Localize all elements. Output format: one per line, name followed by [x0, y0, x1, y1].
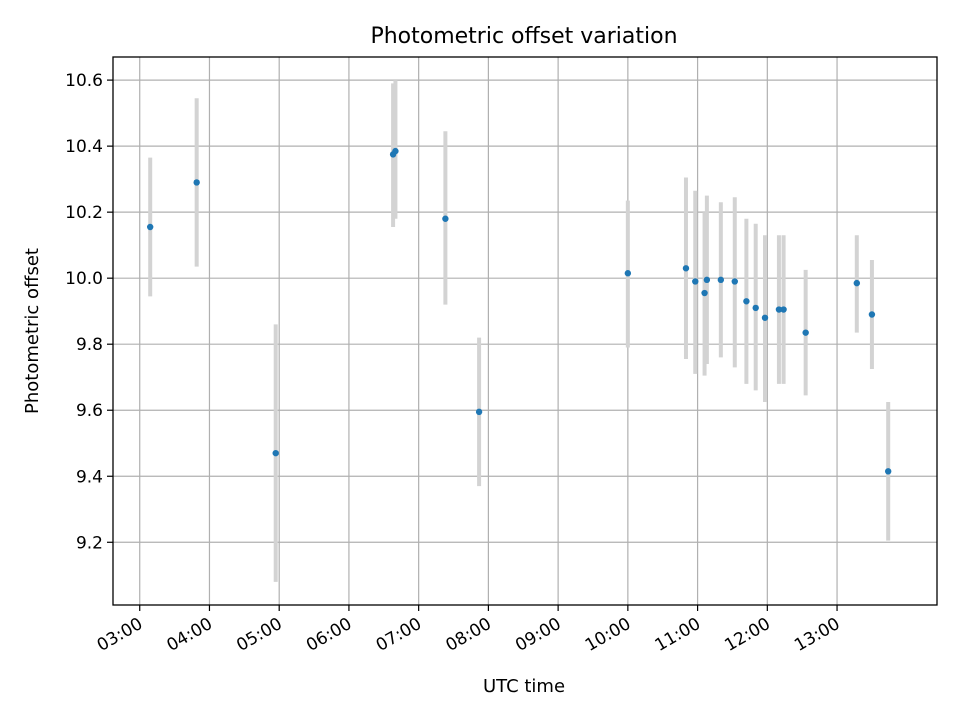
data-point [682, 265, 690, 272]
data-point [731, 278, 738, 285]
chart-title: Photometric offset variation [370, 24, 677, 49]
data-points [146, 147, 892, 475]
data-point [884, 468, 892, 475]
data-point [475, 408, 483, 416]
y-tick-label: 10.0 [65, 269, 103, 289]
y-tick-label: 10.4 [65, 137, 103, 157]
data-point [272, 449, 279, 457]
grid [113, 57, 937, 605]
data-point [761, 314, 769, 321]
data-point [146, 223, 154, 231]
y-tick-label: 9.2 [76, 533, 103, 553]
data-point [752, 304, 759, 312]
data-point [442, 215, 449, 222]
data-point [392, 147, 399, 155]
data-point [692, 278, 699, 285]
x-axis-label: UTC time [483, 676, 565, 697]
y-tick-label: 9.6 [76, 401, 103, 421]
data-point [853, 279, 861, 287]
data-point [743, 298, 750, 305]
plot-frame [112, 56, 938, 606]
data-point [775, 306, 783, 313]
y-tick-label: 9.4 [76, 467, 103, 487]
y-axis-label: Photometric offset [22, 248, 43, 414]
y-tick-label: 10.6 [65, 71, 103, 91]
y-tick-label: 9.8 [76, 335, 103, 355]
data-point [701, 289, 708, 297]
data-point [780, 306, 787, 313]
data-point [717, 276, 725, 284]
data-point [703, 276, 711, 284]
data-point [802, 329, 809, 336]
data-point [193, 179, 200, 186]
data-point [868, 311, 876, 318]
data-point [624, 270, 632, 277]
y-tick-label: 10.2 [65, 203, 103, 223]
